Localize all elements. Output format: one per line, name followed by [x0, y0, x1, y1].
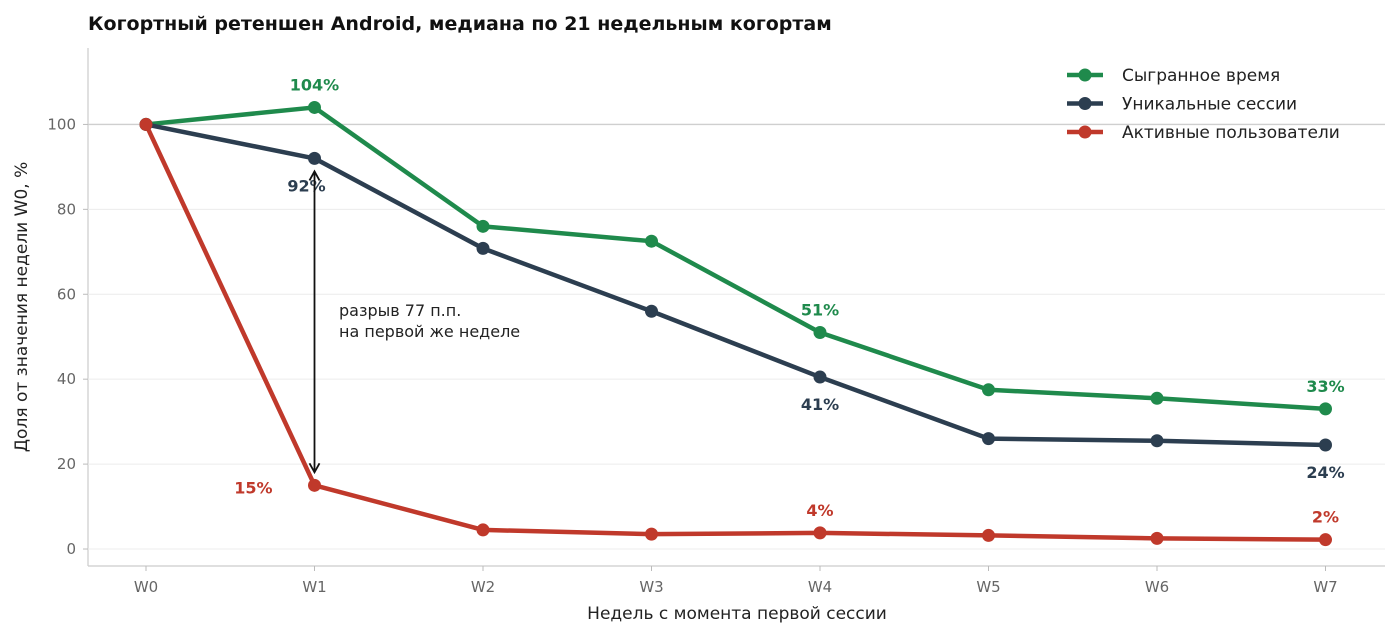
x-tick-label: W2	[471, 578, 495, 596]
y-tick-label: 20	[57, 455, 76, 473]
series-line	[143, 105, 1328, 412]
x-tick-label: W5	[976, 578, 1000, 596]
x-tick-label: W6	[1145, 578, 1169, 596]
y-tick-label: 100	[47, 115, 76, 133]
legend-label: Сыгранное время	[1122, 66, 1280, 86]
data-point	[645, 304, 658, 318]
x-tick-label: W1	[302, 578, 326, 596]
data-point	[1150, 391, 1164, 405]
series-1: 92% 41% 24%	[139, 117, 1345, 482]
series-line	[143, 122, 1328, 542]
data-label: 104%	[290, 75, 339, 94]
data-label: 92%	[287, 176, 325, 195]
data-label: 15%	[234, 478, 272, 497]
data-point	[308, 478, 321, 492]
data-label: 33%	[1306, 377, 1344, 396]
legend-swatch-marker	[1078, 97, 1092, 110]
data-label: 24%	[1306, 463, 1344, 482]
annotation-line-2: на первой же неделе	[339, 322, 520, 341]
data-point	[1150, 434, 1164, 448]
series-2: 15% 4% 2%	[139, 117, 1339, 547]
data-point	[139, 117, 153, 131]
data-point	[813, 325, 827, 339]
x-axis-label: Недель с момента первой сессии	[587, 604, 887, 624]
data-point	[476, 219, 490, 233]
data-point	[1319, 438, 1332, 452]
x-tick-label: W0	[134, 578, 158, 596]
x-tick-label: W3	[639, 578, 663, 596]
data-label: 51%	[801, 300, 839, 319]
legend-item: Активные пользователи	[1067, 123, 1340, 143]
gap-arrow-head-down	[308, 462, 321, 475]
data-point	[813, 370, 827, 384]
legend-swatch-marker	[1078, 125, 1092, 139]
data-point	[476, 241, 490, 255]
data-point	[813, 526, 827, 540]
data-point	[982, 383, 995, 397]
legend-label: Активные пользователи	[1122, 123, 1340, 143]
data-point	[645, 234, 658, 248]
legend-swatch-marker	[1078, 68, 1092, 82]
y-tick-label: 40	[57, 370, 76, 388]
data-label: 41%	[801, 395, 839, 414]
gap-annotation: разрыв 77 п.п. на первой же неделе	[308, 169, 520, 475]
legend-item: Уникальные сессии	[1067, 95, 1297, 115]
series-group: 104% 51% 33% 92% 41% 24% 15% 4% 2%	[139, 75, 1345, 547]
data-point	[476, 523, 490, 537]
data-point	[1150, 531, 1164, 545]
legend-item: Сыгранное время	[1067, 66, 1280, 86]
data-point	[645, 527, 658, 541]
data-point	[982, 432, 995, 446]
legend: Сыгранное время Уникальные сессии Активные…	[1067, 66, 1340, 143]
data-point	[308, 151, 321, 165]
y-tick-label: 0	[66, 540, 76, 558]
annotation-line-1: разрыв 77 п.п.	[339, 301, 461, 320]
data-point	[1319, 402, 1332, 416]
series-line	[143, 122, 1328, 448]
gap-arrow-head-up	[308, 169, 321, 181]
data-point	[308, 100, 321, 114]
y-tick-label: 60	[57, 285, 76, 303]
y-axis-label: Доля от значения недели W0, %	[12, 162, 32, 452]
data-point	[982, 528, 995, 542]
grid	[88, 123, 1385, 550]
x-tick-label: W7	[1313, 578, 1337, 596]
legend-label: Уникальные сессии	[1122, 95, 1297, 115]
chart-title: Когортный ретеншен Android, медиана по 2…	[88, 13, 832, 35]
y-tick-label: 80	[57, 200, 76, 218]
data-label: 2%	[1312, 508, 1339, 527]
data-point	[1319, 533, 1332, 547]
axes: 0 20 40 60 80 100 W0 W1 W2 W3 W4 W5 W6 W7	[47, 48, 1385, 596]
data-label: 4%	[806, 501, 833, 520]
x-tick-label: W4	[808, 578, 832, 596]
